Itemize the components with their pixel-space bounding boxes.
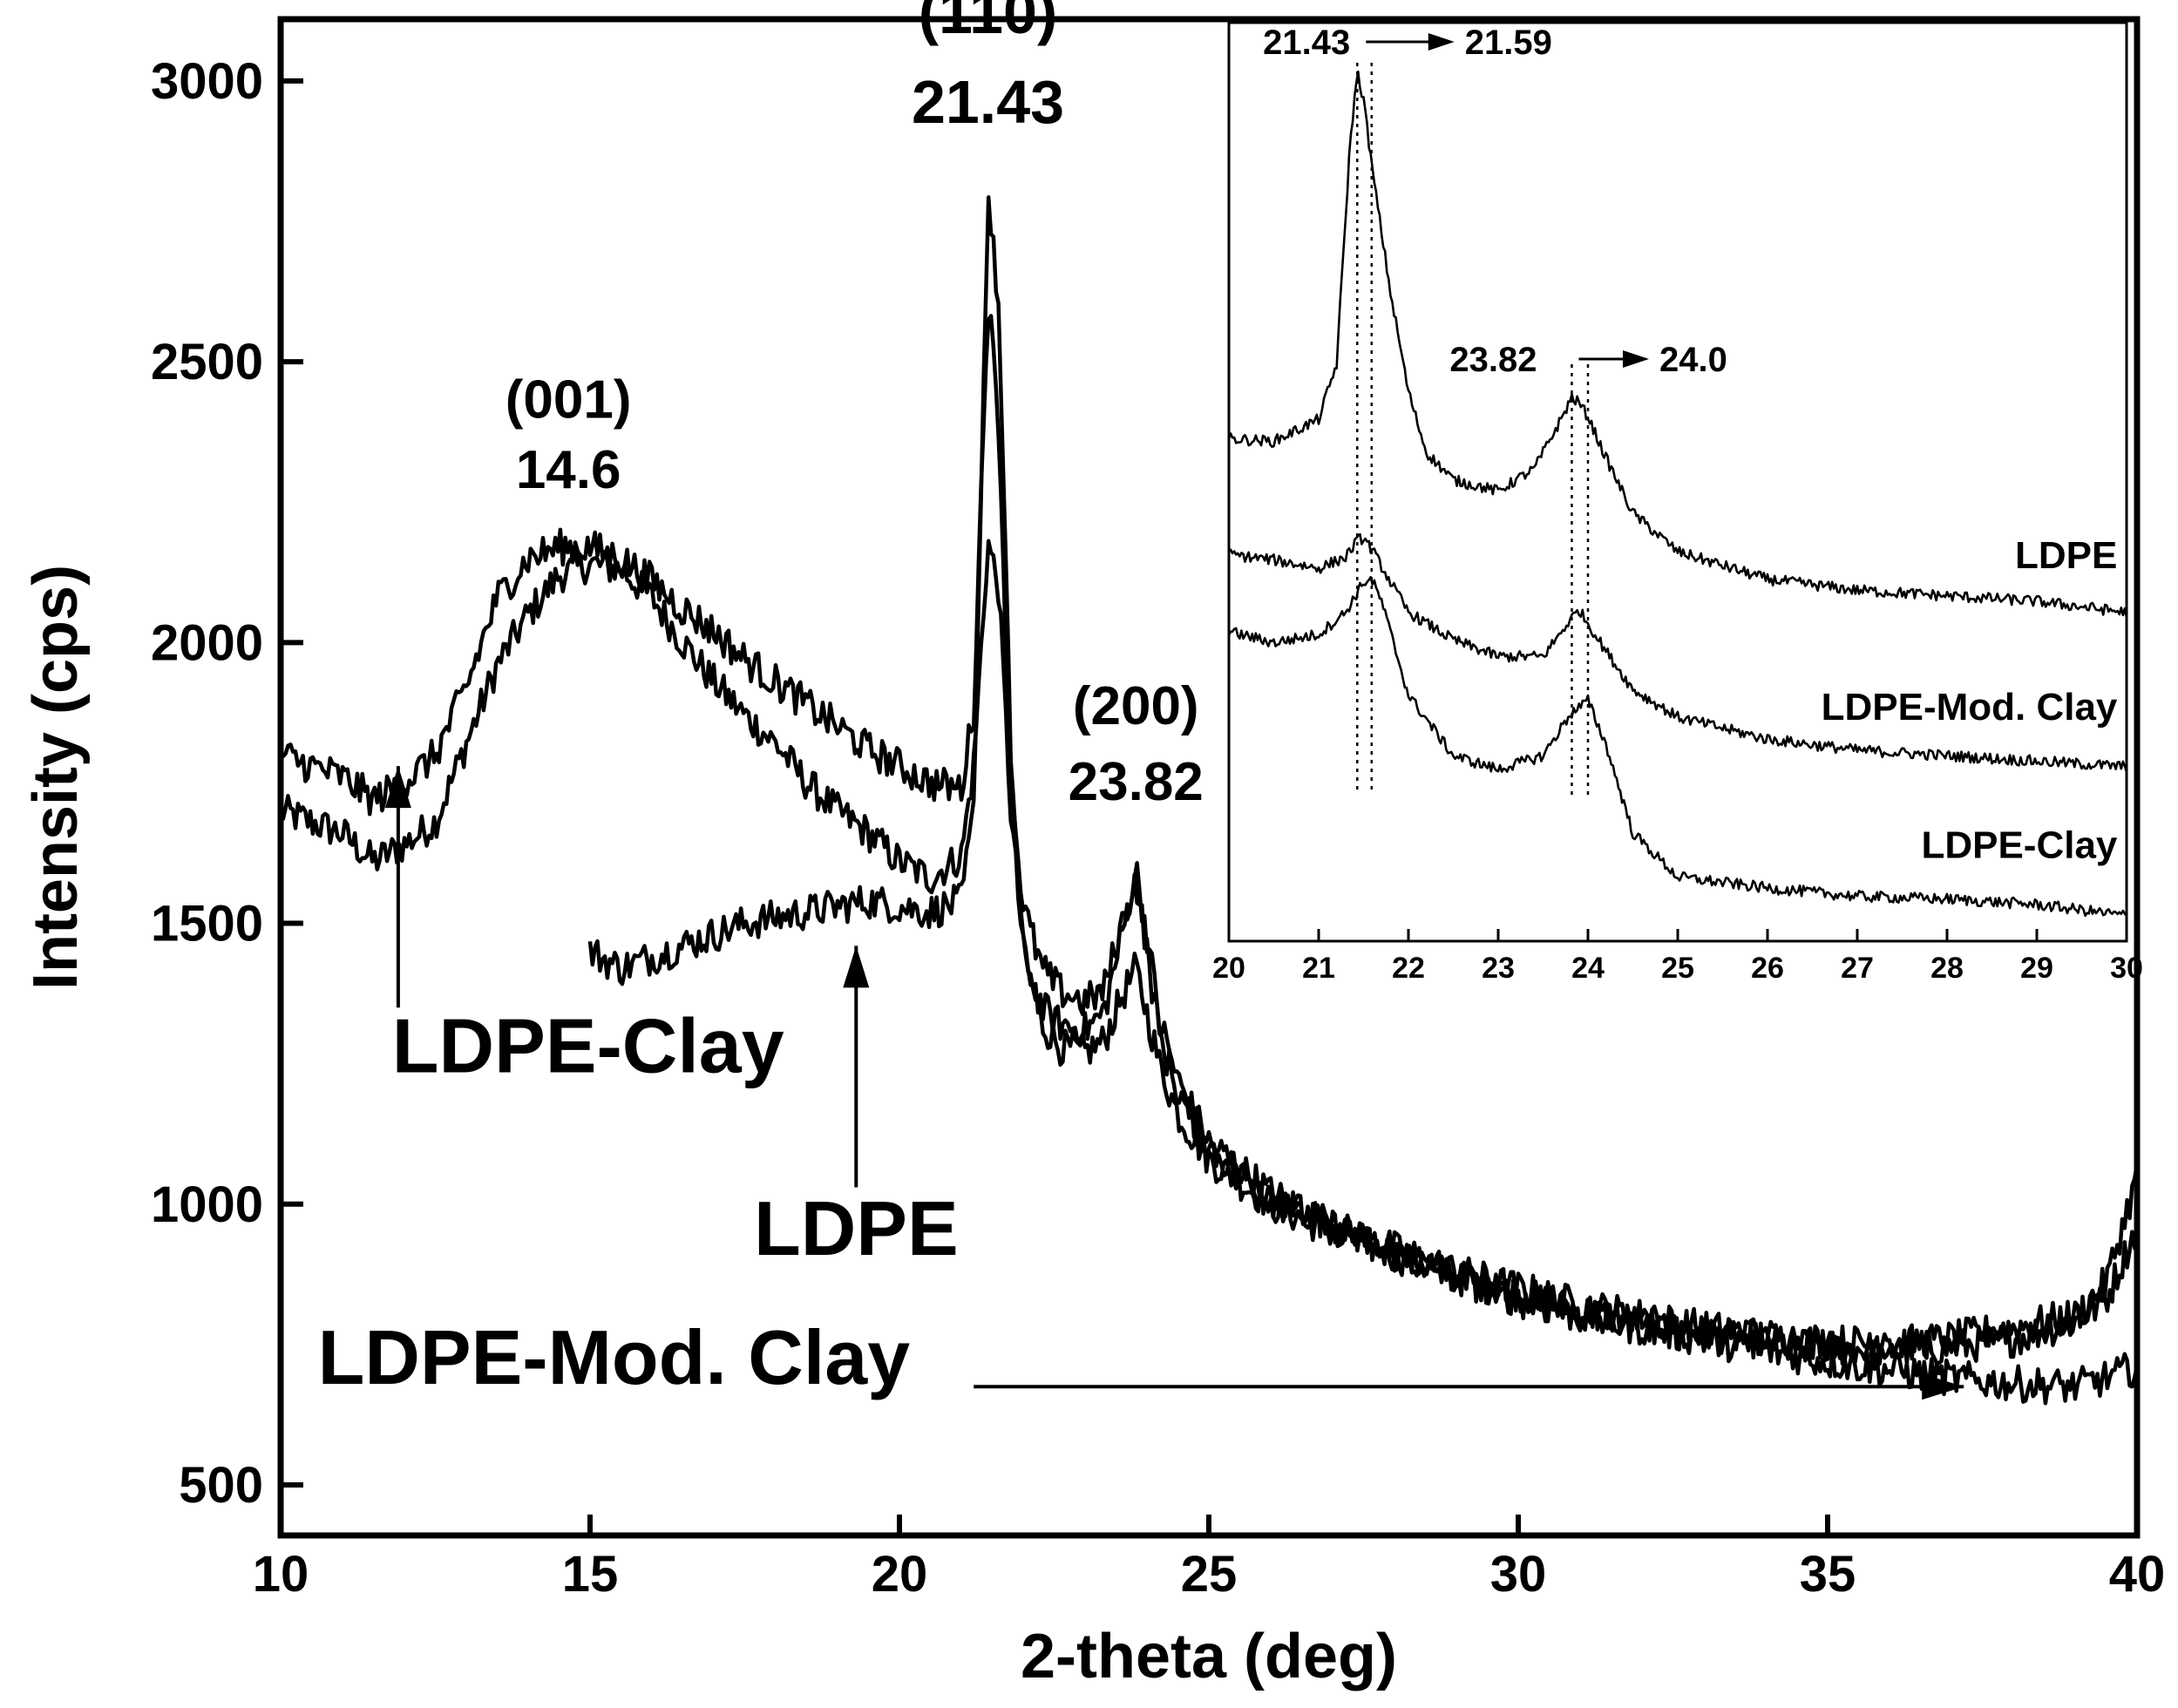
main-ticks: 10 15 20 25 30 35 40 500 1000 1500 2000 2500 3000 xyxy=(151,53,2165,1603)
x-tick-label-15: 15 xyxy=(562,1546,619,1603)
annotation-21-43: 21.43 xyxy=(912,68,1064,136)
inset-ticks: 20 21 22 23 24 25 26 27 28 29 30 xyxy=(1212,929,2143,985)
x-tick-label-10: 10 xyxy=(253,1546,309,1603)
x-tick-label-20: 20 xyxy=(872,1546,928,1603)
inset-series-ldpe-clay xyxy=(1227,576,2128,918)
inset-x-tick-label-21: 21 xyxy=(1302,952,1335,985)
inset-shift-21-43-from: 21.43 xyxy=(1263,24,1350,62)
annotation-14-6: 14.6 xyxy=(516,440,621,500)
y-tick-label-500: 500 xyxy=(179,1457,263,1514)
inset-x-tick-label-23: 23 xyxy=(1482,952,1515,985)
annotation-110: (110) xyxy=(919,0,1058,46)
main-plot-frame xyxy=(277,16,2141,1539)
inset-x-tick-label-24: 24 xyxy=(1571,952,1605,985)
x-tick-label-30: 30 xyxy=(1490,1546,1547,1603)
inset-x-tick-label-25: 25 xyxy=(1661,952,1694,985)
x-axis-label: 2-theta (deg) xyxy=(1021,1622,1397,1691)
arrow-ldpe-clay-head xyxy=(384,766,411,809)
inset-shift-21-43-to: 21.59 xyxy=(1465,24,1552,62)
y-tick-label-2000: 2000 xyxy=(151,614,263,671)
main-arrows xyxy=(384,766,1964,1400)
x-tick-label-25: 25 xyxy=(1181,1546,1238,1603)
series-ldpe-mod-clay xyxy=(279,314,2140,1406)
inset-shift-23-82-arrow-head xyxy=(1623,350,1649,368)
inset-shift-23-82-from: 23.82 xyxy=(1449,341,1537,379)
inset-label-ldpe-clay: LDPE-Clay xyxy=(1921,824,2117,866)
annotation-ldpe-mod-clay: LDPE-Mod. Clay xyxy=(318,1314,911,1400)
y-tick-label-3000: 3000 xyxy=(151,53,263,110)
annotation-ldpe: LDPE xyxy=(754,1185,959,1271)
inset-frame xyxy=(1227,21,2128,943)
inset-labels: LDPE LDPE-Mod. Clay LDPE-Clay 21.43 21.59 23.… xyxy=(1263,24,2118,866)
x-tick-label-40: 40 xyxy=(2109,1546,2166,1603)
main-annotations: (001) 14.6 (110) 21.43 (200) 23.82 LDPE-Clay LD… xyxy=(318,0,1204,1400)
y-tick-label-1000: 1000 xyxy=(151,1176,263,1233)
arrow-ldpe-mod-clay-head xyxy=(1922,1373,1964,1400)
y-tick-label-1500: 1500 xyxy=(151,896,263,952)
inset-x-tick-label-30: 30 xyxy=(2110,952,2143,985)
inset-x-tick-label-26: 26 xyxy=(1751,952,1784,985)
inset-series xyxy=(1227,70,2128,918)
inset-shift-21-43-arrow-head xyxy=(1428,33,1455,51)
inset-label-ldpe-mod-clay: LDPE-Mod. Clay xyxy=(1822,686,2118,729)
arrow-ldpe-head xyxy=(843,946,870,988)
annotation-23-82: 23.82 xyxy=(1069,752,1204,812)
inset-x-tick-label-20: 20 xyxy=(1212,952,1245,985)
inset-series-ldpe-mod-clay xyxy=(1227,532,2128,773)
x-tick-label-35: 35 xyxy=(1800,1546,1856,1603)
inset-x-tick-label-29: 29 xyxy=(2020,952,2053,985)
annotation-001: (001) xyxy=(505,370,632,430)
y-axis-label: Intensity (cps) xyxy=(21,565,91,990)
annotation-ldpe-clay: LDPE-Clay xyxy=(392,1002,784,1088)
inset-x-tick-label-27: 27 xyxy=(1841,952,1874,985)
inset-x-tick-label-22: 22 xyxy=(1392,952,1425,985)
inset-shift-23-82-to: 24.0 xyxy=(1659,341,1727,379)
inset-label-ldpe: LDPE xyxy=(2015,534,2117,577)
inset-series-ldpe xyxy=(1227,70,2128,618)
inset-x-tick-label-28: 28 xyxy=(1930,952,1964,985)
y-tick-label-2500: 2500 xyxy=(151,334,263,390)
annotation-200: (200) xyxy=(1073,676,1199,736)
main-series xyxy=(278,195,2140,1406)
inset-guides xyxy=(1356,63,1590,795)
